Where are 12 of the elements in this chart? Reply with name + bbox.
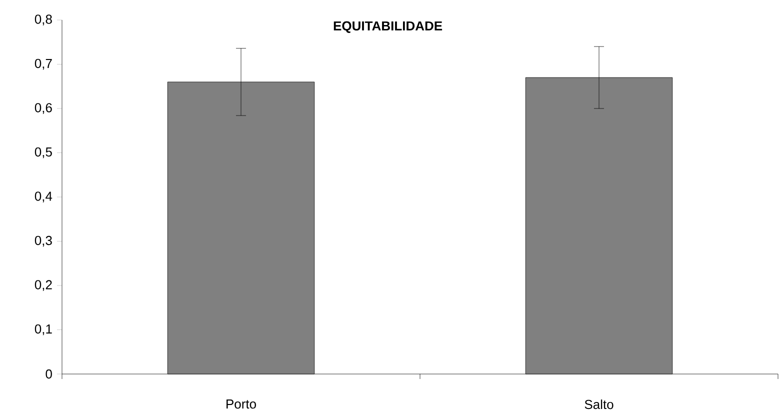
y-tick-label: 0,3 xyxy=(34,236,52,247)
x-tick-label: Porto xyxy=(226,400,256,409)
x-tick-label: Salto xyxy=(584,400,614,410)
y-tick-label: 0,4 xyxy=(34,192,52,202)
y-tick-label: 0,6 xyxy=(34,103,52,114)
y-tick-label: 0,2 xyxy=(34,280,52,291)
chart-title: EQUITABILIDADE xyxy=(334,21,442,33)
y-tick-label: 0,1 xyxy=(34,324,52,336)
y-tick-label: 0,5 xyxy=(34,147,52,158)
y-tick-label: 0 xyxy=(46,369,52,379)
y-tick-label: 0,7 xyxy=(34,58,52,70)
y-tick-label: 0,8 xyxy=(34,14,52,26)
